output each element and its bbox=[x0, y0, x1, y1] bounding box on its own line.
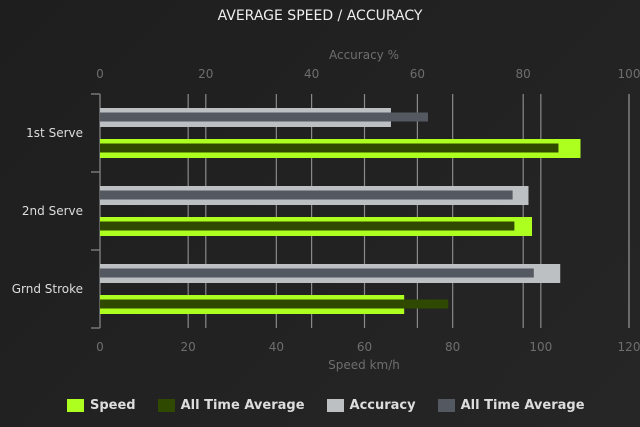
category-label: 2nd Serve bbox=[22, 204, 83, 218]
legend-swatch bbox=[157, 399, 175, 412]
legend-label: Speed bbox=[90, 398, 136, 413]
bottom-tick-label: 60 bbox=[357, 340, 372, 354]
bottom-tick-label: 100 bbox=[529, 340, 552, 354]
bottom-tick-label: 20 bbox=[181, 340, 196, 354]
chart-title: AVERAGE SPEED / ACCURACY bbox=[217, 8, 423, 24]
legend-item-accuracy[interactable]: Accuracy bbox=[326, 398, 416, 413]
legend: Speed All Time Average Accuracy All Time… bbox=[67, 398, 585, 413]
top-tick-label: 60 bbox=[410, 67, 425, 81]
legend-swatch bbox=[326, 399, 344, 412]
top-tick-label: 0 bbox=[96, 67, 104, 81]
category-label: Grnd Stroke bbox=[12, 282, 83, 296]
legend-item-speed-average[interactable]: All Time Average bbox=[157, 398, 305, 413]
top-axis-title: Accuracy % bbox=[329, 48, 399, 62]
bar-speed-average bbox=[100, 299, 449, 309]
legend-item-speed[interactable]: Speed bbox=[67, 398, 136, 413]
top-tick-label: 20 bbox=[198, 67, 213, 81]
bottom-tick-label: 40 bbox=[269, 340, 284, 354]
bar-accuracy-average bbox=[100, 190, 513, 200]
top-tick-label: 80 bbox=[516, 67, 531, 81]
legend-swatch bbox=[67, 399, 84, 412]
top-tick-label: 100 bbox=[618, 67, 640, 81]
bar-speed-average bbox=[100, 221, 515, 231]
bar-accuracy-average bbox=[100, 268, 534, 278]
legend-label: All Time Average bbox=[180, 398, 305, 413]
bottom-tick-label: 120 bbox=[618, 340, 640, 354]
bottom-axis-title: Speed km/h bbox=[328, 358, 400, 372]
category-label: 1st Serve bbox=[26, 126, 83, 140]
bar-speed-average bbox=[100, 143, 559, 153]
legend-label: All Time Average bbox=[460, 398, 585, 413]
top-tick-label: 40 bbox=[304, 67, 319, 81]
legend-item-accuracy-average[interactable]: All Time Average bbox=[437, 398, 585, 413]
bar-accuracy-average bbox=[100, 112, 428, 122]
bottom-tick-label: 0 bbox=[96, 340, 104, 354]
bottom-tick-label: 80 bbox=[445, 340, 460, 354]
legend-label: Accuracy bbox=[349, 398, 416, 413]
legend-swatch bbox=[437, 399, 455, 412]
